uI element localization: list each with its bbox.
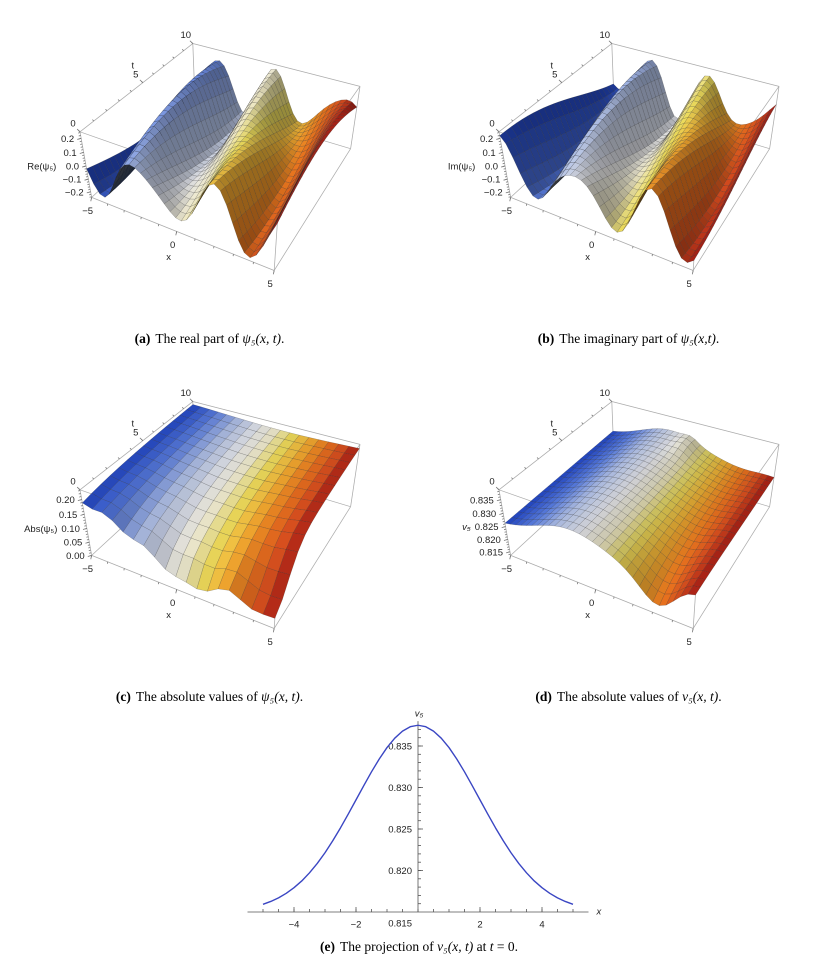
- surface-plot-b-imaginary-part: [427, 2, 827, 324]
- caption-e-label: (e): [319, 939, 335, 954]
- caption-c-math: ψ₅(x, t): [261, 689, 300, 704]
- caption-a-text: The real part of: [155, 331, 243, 346]
- caption-d-math: v₅(x, t): [682, 689, 719, 704]
- caption-a-label: (a): [134, 331, 151, 346]
- caption-d-label: (d): [535, 689, 552, 704]
- caption-e-math2: t: [489, 939, 494, 954]
- caption-a-math: ψ₅(x, t): [242, 331, 281, 346]
- surface-plot-c-absolute-psi: [8, 360, 408, 682]
- surface-plot-d-absolute-v: [427, 360, 827, 682]
- caption-c: (c) The absolute values of ψ₅(x, t).: [0, 688, 419, 705]
- caption-b-text: The imaginary part of: [559, 331, 681, 346]
- caption-e-mid: at: [473, 939, 490, 954]
- caption-c-label: (c): [115, 689, 131, 704]
- caption-b: (b) The imaginary part of ψ₅(x,t).: [419, 330, 838, 347]
- caption-b-math: ψ₅(x,t): [680, 331, 716, 346]
- line-plot-e-projection: [214, 708, 624, 934]
- caption-d: (d) The absolute values of v₅(x, t).: [419, 688, 838, 705]
- caption-c-post: .: [299, 689, 304, 704]
- caption-b-post: .: [715, 331, 720, 346]
- caption-e-math: v₅(x, t): [437, 939, 474, 954]
- caption-c-text: The absolute values of: [135, 689, 262, 704]
- caption-e-text: The projection of: [339, 939, 438, 954]
- caption-e-post: = 0.: [493, 939, 518, 954]
- caption-d-post: .: [718, 689, 722, 704]
- caption-a: (a) The real part of ψ₅(x, t).: [0, 330, 419, 347]
- caption-a-post: .: [280, 331, 285, 346]
- caption-b-label: (b): [537, 331, 555, 346]
- caption-d-text: The absolute values of: [556, 689, 683, 704]
- caption-e: (e) The projection of v₅(x, t) at t = 0.: [0, 938, 838, 955]
- surface-plot-a-real-part: [8, 2, 408, 324]
